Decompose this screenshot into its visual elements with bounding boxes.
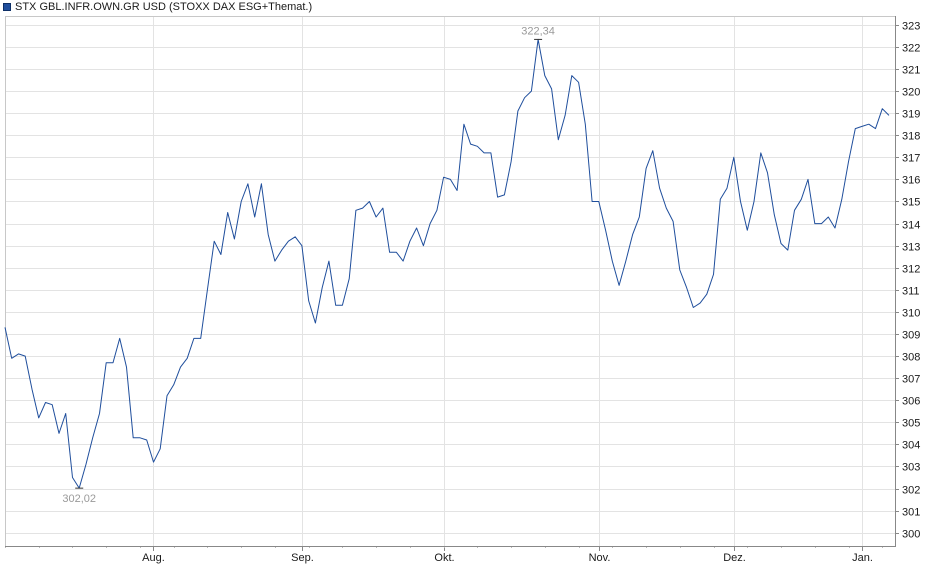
y-tick-label: 310 — [902, 308, 920, 320]
y-tick-label: 301 — [902, 507, 920, 519]
y-tick-label: 300 — [902, 529, 920, 541]
y-tick-label: 303 — [902, 462, 920, 474]
y-tick-label: 311 — [902, 286, 920, 298]
x-tick-label: Okt. — [434, 552, 454, 564]
grid — [5, 16, 895, 546]
y-tick-label: 309 — [902, 330, 920, 342]
axes — [5, 16, 899, 551]
y-tick-label: 302 — [902, 485, 920, 497]
series-layer — [4, 38, 890, 489]
y-tick-label: 320 — [902, 87, 920, 99]
y-tick-label: 318 — [902, 131, 920, 143]
y-tick-label: 304 — [902, 440, 920, 452]
x-tick-label: Jan. — [852, 552, 873, 564]
tick-labels: 300 301 302 303 304 305 306 307 308 309 310 311 312 3… — [142, 21, 920, 565]
y-tick-label: 314 — [902, 220, 920, 232]
x-tick-label: Aug. — [142, 552, 165, 564]
y-tick-label: 308 — [902, 352, 920, 364]
y-tick-label: 321 — [902, 65, 920, 77]
annotations: 322,34 302,02 — [62, 25, 555, 505]
extreme-label: 302,02 — [62, 493, 96, 505]
y-tick-label: 313 — [902, 242, 920, 254]
x-tick-label: Sep. — [291, 552, 314, 564]
y-tick-label: 315 — [902, 197, 920, 209]
y-tick-label: 305 — [902, 418, 920, 430]
legend-swatch — [3, 3, 11, 11]
y-tick-label: 307 — [902, 374, 920, 386]
y-tick-label: 306 — [902, 396, 920, 408]
y-tick-label: 322 — [902, 43, 920, 55]
legend-label: STX GBL.INFR.OWN.GR USD (STOXX DAX ESG+T… — [15, 1, 313, 13]
x-tick-label: Nov. — [589, 552, 611, 564]
y-tick-label: 319 — [902, 109, 920, 121]
y-tick-label: 317 — [902, 153, 920, 165]
y-tick-label: 316 — [902, 175, 920, 187]
chart-legend: STX GBL.INFR.OWN.GR USD (STOXX DAX ESG+T… — [3, 1, 312, 13]
x-tick-label: Dez. — [723, 552, 746, 564]
series-line — [4, 38, 890, 489]
y-tick-label: 323 — [902, 21, 920, 33]
extreme-label: 322,34 — [521, 25, 555, 37]
y-tick-label: 312 — [902, 264, 920, 276]
